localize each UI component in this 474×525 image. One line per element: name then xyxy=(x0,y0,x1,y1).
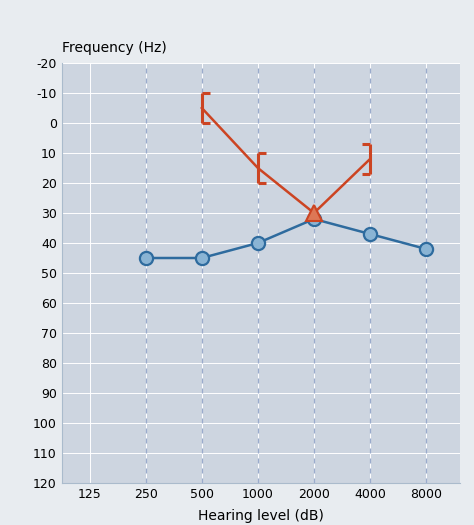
Point xyxy=(366,230,374,238)
Point xyxy=(310,215,318,223)
Text: Frequency (Hz): Frequency (Hz) xyxy=(62,41,166,55)
X-axis label: Hearing level (dB): Hearing level (dB) xyxy=(198,509,324,523)
Point xyxy=(142,254,149,262)
Point xyxy=(422,245,430,253)
Point xyxy=(198,254,206,262)
Point xyxy=(254,239,262,247)
